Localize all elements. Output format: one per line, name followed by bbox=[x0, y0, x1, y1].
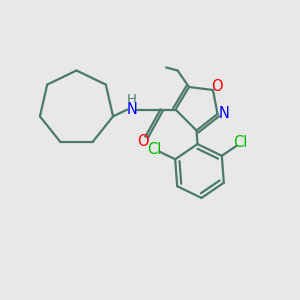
Text: Cl: Cl bbox=[147, 142, 162, 157]
Text: O: O bbox=[211, 79, 222, 94]
Text: O: O bbox=[137, 134, 149, 149]
Text: Cl: Cl bbox=[233, 136, 248, 151]
Text: H: H bbox=[127, 92, 137, 106]
Text: N: N bbox=[219, 106, 230, 122]
Text: N: N bbox=[127, 102, 137, 117]
